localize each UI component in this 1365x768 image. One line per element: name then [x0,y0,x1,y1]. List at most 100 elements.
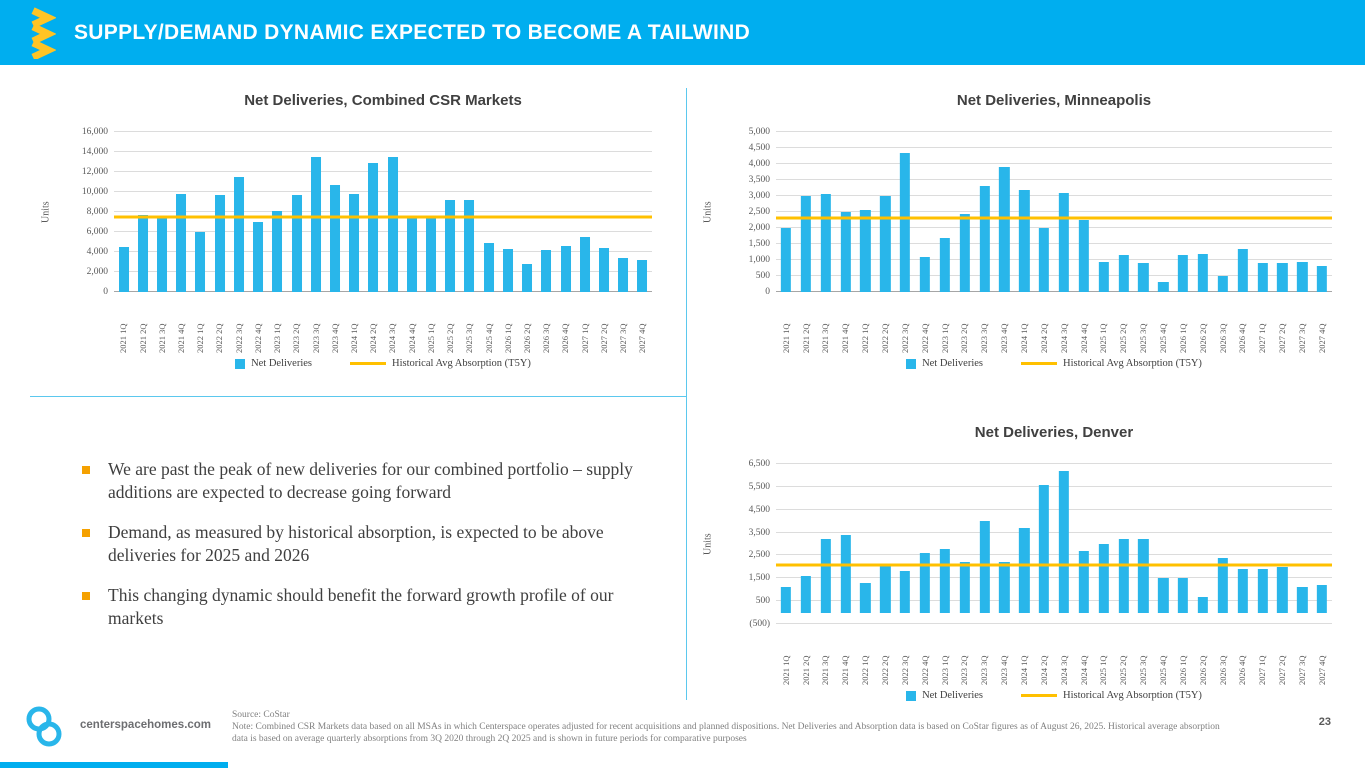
bar-2021-2Q [800,576,811,613]
x-axis: 2021 1Q 2021 2Q 2021 3Q 2021 4Q 2022 1Q 2022 … [776,627,1332,685]
x-tick-label: 2025 3Q [464,323,475,353]
bar-2023-3Q [979,186,990,292]
bar-2027-2Q [1277,566,1288,613]
bar-2024-2Q [1038,228,1050,292]
legend-item: Historical Avg Absorption (T5Y) [1021,690,1202,701]
bar-2023-3Q [979,521,990,613]
bar-2022-4Q [253,222,264,292]
bar-2022-2Q [880,564,891,613]
bullet-square-icon [82,529,90,538]
x-tick-label: 2023 2Q [959,655,970,685]
x-tick-label: 2026 2Q [1197,655,1208,685]
legend-label: Net Deliveries [922,690,983,701]
x-tick-label: 2021 4Q [840,655,851,685]
x-tick-label: 2024 4Q [1078,323,1089,353]
x-tick-label: 2021 1Q [780,655,791,685]
bullet-list: We are past the peak of new deliveries f… [82,458,634,648]
x-tick-label: 2024 2Q [368,323,379,353]
bar-2024-4Q [1078,550,1089,613]
gridline [114,151,652,152]
bar-2022-4Q [919,553,931,613]
legend-item: Net Deliveries [906,690,983,701]
gridline [776,259,1332,260]
y-tick-label: 2,000 [748,223,770,233]
x-tick-label: 2023 3Q [310,323,321,353]
bar-2022-3Q [233,177,244,292]
bar-2023-1Q [939,237,950,292]
x-tick-label: 2023 2Q [291,323,302,353]
y-tick-label: 3,500 [748,527,770,538]
note-text: Note: Combined CSR Markets data based on… [232,721,1220,744]
bar-2022-2Q [880,196,891,292]
x-tick-label: 2021 1Q [780,323,791,353]
y-tick-label: 1,500 [748,239,770,249]
x-tick-label: 2023 1Q [272,323,283,353]
bar-2027-4Q [1316,266,1328,292]
bullet-item: Demand, as measured by historical absorp… [82,521,634,567]
y-axis-label: Units [702,533,714,555]
x-tick-label: 2027 4Q [637,323,648,353]
legend-line-swatch [350,362,386,365]
legend-square-swatch [906,358,917,369]
source-note: Source: CoStar Note: Combined CSR Market… [232,710,1237,746]
historical-avg-absorption-line [114,215,652,219]
bullet-item: We are past the peak of new deliveries f… [82,458,634,504]
bar-2024-4Q [1078,220,1089,292]
x-tick-label: 2025 2Q [1118,323,1129,353]
bar-2021-2Q [800,196,811,292]
x-tick-label: 2024 4Q [406,323,417,353]
bar-2022-1Q [860,582,871,613]
bar-2025-2Q [445,200,456,292]
x-tick-label: 2024 1Q [348,323,359,353]
chart-combined-csr-markets: Net Deliveries, Combined CSR Markets Uni… [38,92,660,392]
x-tick-label: 2024 3Q [1058,323,1069,353]
bar-2021-3Q [157,218,168,292]
legend-line-swatch [1021,362,1057,365]
bar-2023-3Q [310,157,321,292]
x-tick-label: 2023 4Q [329,323,340,353]
bar-2023-1Q [272,211,283,292]
legend-item: Net Deliveries [235,358,312,369]
chevrons-icon [28,6,56,59]
chart-title: Net Deliveries, Denver [974,424,1134,441]
bar-2022-4Q [919,256,931,292]
gridline [776,577,1332,579]
bar-2021-1Q [780,587,792,613]
bar-2026-1Q [1177,255,1189,292]
x-tick-label: 2022 2Q [879,323,890,353]
x-tick-label: 2027 2Q [1277,655,1288,685]
bullet-square-icon [82,592,90,601]
x-tick-label: 2022 3Q [899,323,910,353]
plot-area [776,131,1332,292]
x-tick-label: 2021 3Q [820,323,831,353]
gridline [776,147,1332,148]
website-link[interactable]: centerspacehomes.com [80,719,212,731]
bar-2025-2Q [1118,539,1129,613]
x-tick-label: 2026 2Q [1197,323,1208,353]
x-axis: 2021 1Q 2021 2Q 2021 3Q 2021 4Q 2022 1Q 2022 … [776,295,1332,353]
bar-2023-1Q [939,548,950,613]
x-tick-label: 2023 2Q [959,323,970,353]
x-tick-label: 2027 1Q [1257,323,1268,353]
bar-2024-3Q [387,157,398,292]
bar-2023-2Q [959,562,970,613]
x-tick-label: 2025 2Q [445,323,456,353]
x-tick-label: 2022 1Q [860,655,871,685]
chart-title: Net Deliveries, Minneapolis [956,92,1152,109]
x-tick-label: 2024 3Q [1058,655,1069,685]
bar-2027-3Q [618,258,629,292]
y-tick-label: 14,000 [81,147,108,157]
bar-2026-3Q [1217,276,1228,292]
y-axis-label: Units [702,201,714,223]
bar-2026-4Q [560,246,571,292]
bar-2026-2Q [522,264,533,292]
x-tick-label: 2021 3Q [156,323,167,353]
historical-avg-absorption-line [776,216,1332,220]
bullet-item: This changing dynamic should benefit the… [82,584,634,630]
chart-legend: Net Deliveries Historical Avg Absorption … [776,690,1332,701]
y-tick-label: 5,500 [748,481,770,492]
bar-2026-1Q [1177,578,1189,613]
x-tick-label: 2021 4Q [840,323,851,353]
x-tick-label: 2022 3Q [233,323,244,353]
legend-item: Net Deliveries [906,358,983,369]
